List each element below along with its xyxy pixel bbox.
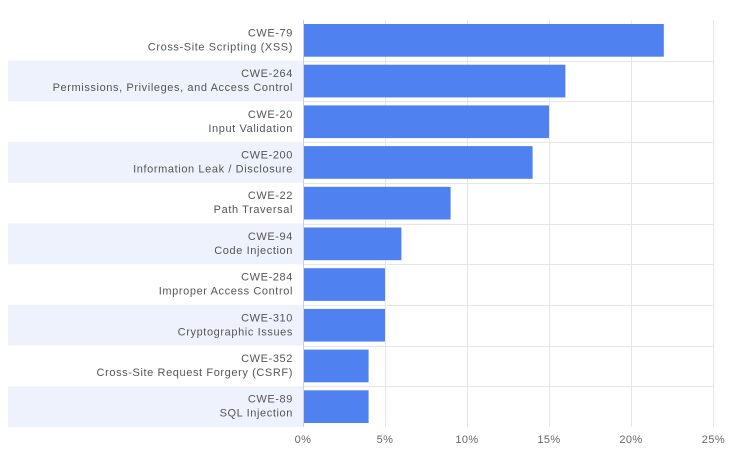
category-name-label: SQL Injection [220,408,293,420]
category-name-label: Path Traversal [214,204,293,216]
x-tick-label: 10% [455,434,478,446]
row-band [8,223,303,265]
bar-cwe-79[interactable] [304,24,664,57]
x-tick-label: 15% [537,434,560,446]
bar-cwe-200[interactable] [304,146,533,179]
x-tick-label: 25% [702,434,725,446]
category-labels: CWE-79 Cross-Site Scripting (XSS) CWE-264 P… [53,27,293,419]
row-bands [8,60,303,427]
bar-cwe-352[interactable] [304,349,369,383]
category-name-label: Improper Access Control [159,286,293,298]
category-name-label: Information Leak / Disclosure [133,163,293,175]
bar-cwe-89[interactable] [304,390,369,423]
bar-cwe-264[interactable] [304,64,566,98]
x-tick-label: 5% [377,434,394,446]
category-name-label: Code Injection [214,245,293,257]
grid-lines [303,20,714,427]
category-name-label: Permissions, Privileges, and Access Cont… [53,82,293,94]
x-tick-label: 0% [295,434,312,446]
category-code-label: CWE-352 [241,353,293,365]
bars [304,24,664,423]
row-band [8,386,303,427]
category-code-label: CWE-310 [241,312,293,324]
category-code-label: CWE-22 [248,190,293,202]
category-code-label: CWE-89 [248,394,293,406]
row-band [8,142,303,183]
x-axis-ticks: 0% 5% 10% 15% 20% 25% [295,434,725,446]
bar-cwe-94[interactable] [304,227,402,261]
category-code-label: CWE-264 [241,68,293,80]
bar-cwe-22[interactable] [304,186,451,220]
category-name-label: Cross-Site Request Forgery (CSRF) [97,367,293,379]
x-tick-label: 20% [619,434,642,446]
category-code-label: CWE-20 [248,109,293,121]
bar-cwe-284[interactable] [304,268,385,301]
category-name-label: Cryptographic Issues [178,326,293,338]
category-name-label: Cross-Site Scripting (XSS) [148,41,293,53]
category-name-label: Input Validation [208,123,293,135]
category-code-label: CWE-200 [241,149,293,161]
bar-cwe-310[interactable] [304,308,385,342]
row-band [8,60,303,102]
bar-cwe-20[interactable] [304,105,549,139]
category-code-label: CWE-284 [241,272,293,284]
category-code-label: CWE-94 [248,231,293,243]
category-code-label: CWE-79 [248,27,293,39]
row-band [8,304,303,346]
